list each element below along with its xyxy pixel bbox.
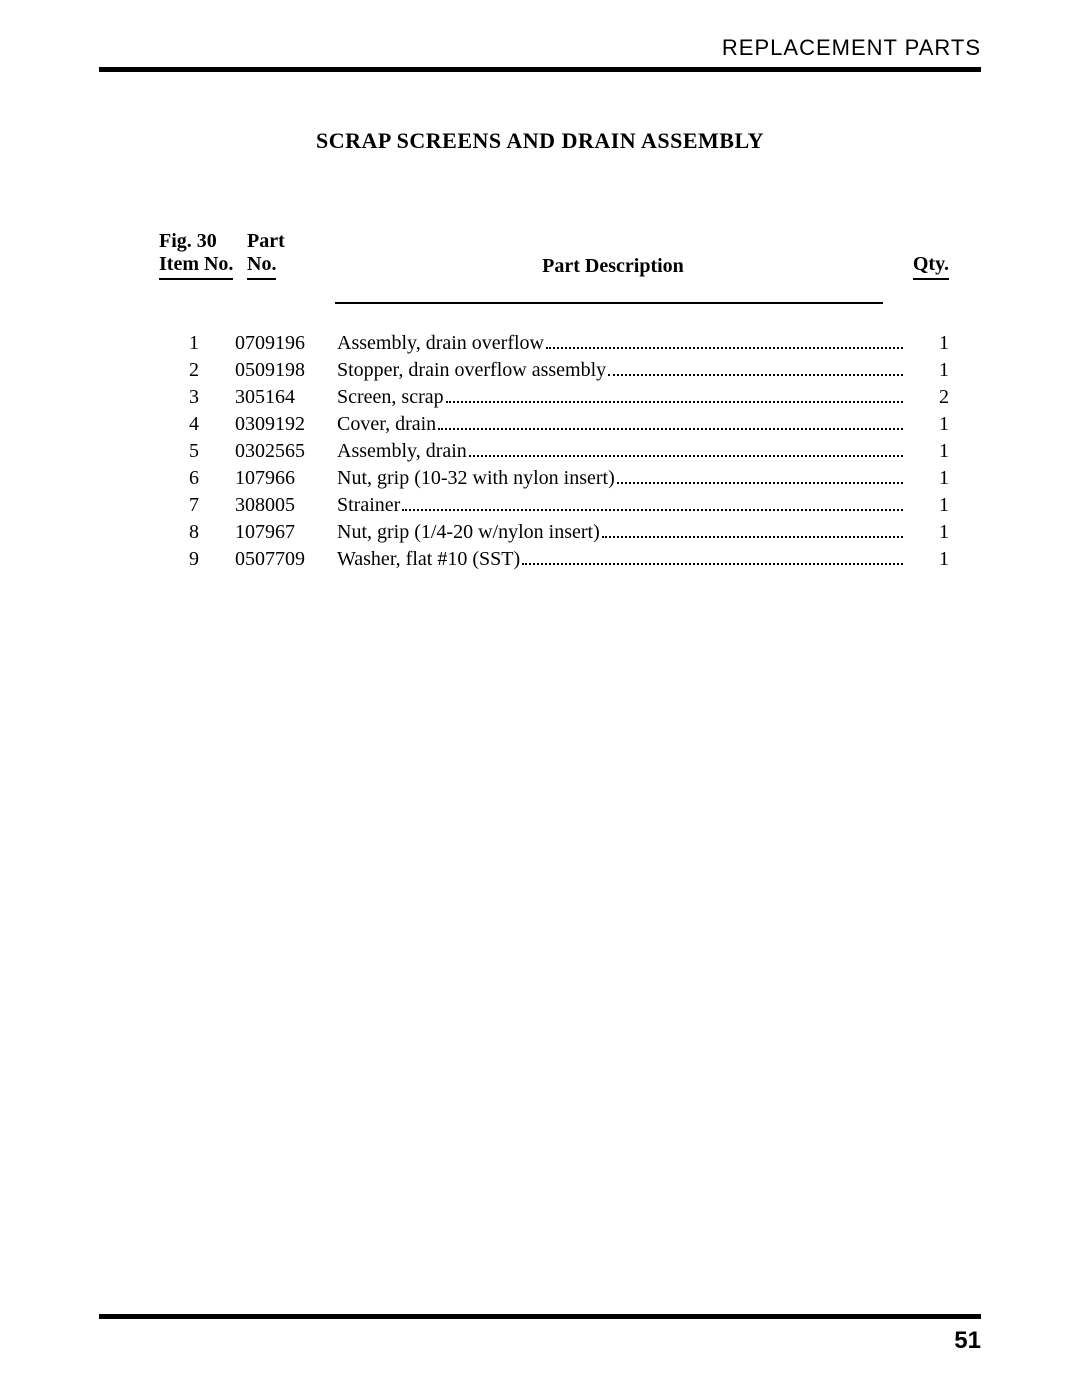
column-headers: Fig. 30 Item No. Part No. Part Descripti… bbox=[159, 230, 949, 280]
cell-part-no: 0709196 bbox=[235, 330, 337, 357]
cell-item-no: 4 bbox=[159, 411, 199, 438]
page: REPLACEMENT PARTS SCRAP SCREENS AND DRAI… bbox=[99, 35, 981, 1355]
leader-dots bbox=[617, 482, 903, 484]
table-row: 1 0709196Assembly, drain overflow 1 bbox=[159, 330, 949, 357]
cell-qty: 2 bbox=[907, 384, 949, 411]
cell-qty: 1 bbox=[907, 492, 949, 519]
cell-item-no: 2 bbox=[159, 357, 199, 384]
cell-qty: 1 bbox=[907, 546, 949, 573]
table-row: 5 0302565Assembly, drain 1 bbox=[159, 438, 949, 465]
cell-qty: 1 bbox=[907, 519, 949, 546]
cell-part-no: 0509198 bbox=[235, 357, 337, 384]
cell-item-no: 3 bbox=[159, 384, 199, 411]
table-row: 9 0507709Washer, flat #10 (SST) 1 bbox=[159, 546, 949, 573]
cell-description-text: Screen, scrap bbox=[337, 384, 444, 411]
cell-part-no: 107966 bbox=[235, 465, 337, 492]
leader-dots bbox=[402, 509, 903, 511]
cell-description: Nut, grip (1/4-20 w/nylon insert) bbox=[337, 519, 907, 546]
leader-dots bbox=[469, 455, 903, 457]
parts-table: Fig. 30 Item No. Part No. Part Descripti… bbox=[99, 230, 981, 573]
leader-dots bbox=[438, 428, 903, 430]
cell-part-no: 0507709 bbox=[235, 546, 337, 573]
cell-item-no: 5 bbox=[159, 438, 199, 465]
col-part-line1: Part bbox=[247, 230, 285, 252]
cell-description-text: Nut, grip (10-32 with nylon insert) bbox=[337, 465, 615, 492]
cell-description: Nut, grip (10-32 with nylon insert) bbox=[337, 465, 907, 492]
cell-part-no: 0302565 bbox=[235, 438, 337, 465]
cell-qty: 1 bbox=[907, 465, 949, 492]
cell-qty: 1 bbox=[907, 438, 949, 465]
table-row: 4 0309192Cover, drain 1 bbox=[159, 411, 949, 438]
col-item-no: Fig. 30 Item No. bbox=[159, 230, 247, 280]
section-title: SCRAP SCREENS AND DRAIN ASSEMBLY bbox=[99, 128, 981, 154]
cell-description: Assembly, drain overflow bbox=[337, 330, 907, 357]
cell-description-text: Strainer bbox=[337, 492, 400, 519]
cell-description: Screen, scrap bbox=[337, 384, 907, 411]
table-row: 7 308005Strainer 1 bbox=[159, 492, 949, 519]
col-item-line2: Item No. bbox=[159, 253, 233, 280]
leader-dots bbox=[608, 374, 903, 376]
cell-description-text: Washer, flat #10 (SST) bbox=[337, 546, 520, 573]
cell-description: Stopper, drain overflow assembly bbox=[337, 357, 907, 384]
cell-description: Washer, flat #10 (SST) bbox=[337, 546, 907, 573]
cell-description: Assembly, drain bbox=[337, 438, 907, 465]
cell-description-text: Stopper, drain overflow assembly bbox=[337, 357, 606, 384]
col-part-no: Part No. bbox=[247, 230, 335, 280]
cell-description-text: Cover, drain bbox=[337, 411, 436, 438]
table-row: 8 107967Nut, grip (1/4-20 w/nylon insert)… bbox=[159, 519, 949, 546]
cell-description-text: Assembly, drain overflow bbox=[337, 330, 544, 357]
cell-description: Strainer bbox=[337, 492, 907, 519]
header-rule bbox=[99, 67, 981, 72]
header-section-title: REPLACEMENT PARTS bbox=[99, 35, 981, 61]
page-number: 51 bbox=[954, 1327, 981, 1355]
cell-qty: 1 bbox=[907, 411, 949, 438]
cell-qty: 1 bbox=[907, 330, 949, 357]
cell-part-no: 0309192 bbox=[235, 411, 337, 438]
cell-description-text: Assembly, drain bbox=[337, 438, 467, 465]
cell-part-no: 305164 bbox=[235, 384, 337, 411]
footer-rule bbox=[99, 1314, 981, 1319]
cell-part-no: 107967 bbox=[235, 519, 337, 546]
leader-dots bbox=[602, 536, 903, 538]
cell-item-no: 1 bbox=[159, 330, 199, 357]
leader-dots bbox=[546, 347, 903, 349]
col-qty-label: Qty. bbox=[913, 253, 949, 280]
cell-item-no: 7 bbox=[159, 492, 199, 519]
cell-item-no: 9 bbox=[159, 546, 199, 573]
leader-dots bbox=[522, 563, 903, 565]
col-description: Part Description bbox=[335, 255, 891, 280]
table-row: 2 0509198Stopper, drain overflow assembly… bbox=[159, 357, 949, 384]
cell-item-no: 6 bbox=[159, 465, 199, 492]
table-row: 6 107966Nut, grip (10-32 with nylon inser… bbox=[159, 465, 949, 492]
cell-description: Cover, drain bbox=[337, 411, 907, 438]
col-qty: Qty. bbox=[891, 230, 949, 280]
col-item-line1: Fig. 30 bbox=[159, 230, 217, 252]
cell-description-text: Nut, grip (1/4-20 w/nylon insert) bbox=[337, 519, 600, 546]
cell-part-no: 308005 bbox=[235, 492, 337, 519]
table-row: 3 305164Screen, scrap 2 bbox=[159, 384, 949, 411]
table-body: 10709196Assembly, drain overflow12050919… bbox=[159, 330, 949, 573]
col-part-line2: No. bbox=[247, 253, 276, 280]
cell-qty: 1 bbox=[907, 357, 949, 384]
col-description-label: Part Description bbox=[542, 255, 684, 280]
leader-dots bbox=[446, 401, 903, 403]
col-description-rule bbox=[335, 302, 883, 304]
col-qty-spacer bbox=[944, 230, 949, 252]
cell-item-no: 8 bbox=[159, 519, 199, 546]
